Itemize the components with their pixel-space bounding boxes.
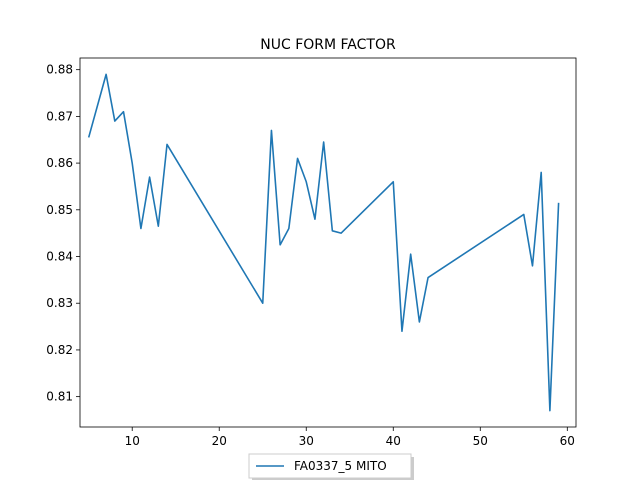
data-point — [262, 302, 264, 304]
data-point — [340, 232, 342, 234]
data-point — [166, 144, 168, 146]
data-point — [149, 176, 151, 178]
data-point — [392, 181, 394, 183]
data-point — [401, 330, 403, 332]
data-point — [427, 277, 429, 279]
data-point — [540, 172, 542, 174]
data-point — [131, 162, 133, 164]
data-point — [332, 230, 334, 232]
data-point — [419, 321, 421, 323]
y-tick-label: 0.86 — [46, 156, 73, 170]
y-tick-label: 0.84 — [46, 250, 73, 264]
data-point — [105, 74, 107, 76]
y-tick-label: 0.88 — [46, 63, 73, 77]
data-point — [410, 253, 412, 255]
data-point — [288, 228, 290, 230]
data-point — [140, 228, 142, 230]
data-point — [305, 181, 307, 183]
chart-title: NUC FORM FACTOR — [260, 37, 396, 53]
legend-label-fa0337-5-mito: FA0337_5 MITO — [294, 459, 387, 473]
data-point — [123, 111, 125, 113]
data-point — [323, 141, 325, 143]
data-point — [523, 214, 525, 216]
legend: FA0337_5 MITO — [248, 453, 414, 480]
data-point — [314, 218, 316, 220]
y-tick-label: 0.87 — [46, 109, 73, 123]
data-point — [558, 202, 560, 204]
x-tick-label: 10 — [125, 434, 140, 448]
data-point — [88, 137, 90, 139]
x-tick-label: 30 — [299, 434, 314, 448]
data-point — [297, 158, 299, 160]
y-tick-label: 0.85 — [46, 203, 73, 217]
data-point — [158, 225, 160, 227]
x-tick-label: 20 — [212, 434, 227, 448]
x-tick-label: 60 — [560, 434, 575, 448]
y-tick-label: 0.81 — [46, 390, 73, 404]
series-line-fa0337-5-mito — [87, 73, 560, 412]
plot-frame — [79, 57, 577, 428]
y-tick-label: 0.82 — [46, 343, 73, 357]
data-point — [532, 265, 534, 267]
y-tick-label: 0.83 — [46, 296, 73, 310]
data-point — [114, 120, 116, 122]
plot-area: 10 20 30 40 50 60 0.81 0.82 0.83 0.84 0.85 0.86 0.87… — [46, 57, 577, 448]
data-point — [279, 244, 281, 246]
x-tick-label: 50 — [473, 434, 488, 448]
data-point — [549, 410, 551, 412]
data-point — [271, 130, 273, 132]
x-tick-label: 40 — [386, 434, 401, 448]
